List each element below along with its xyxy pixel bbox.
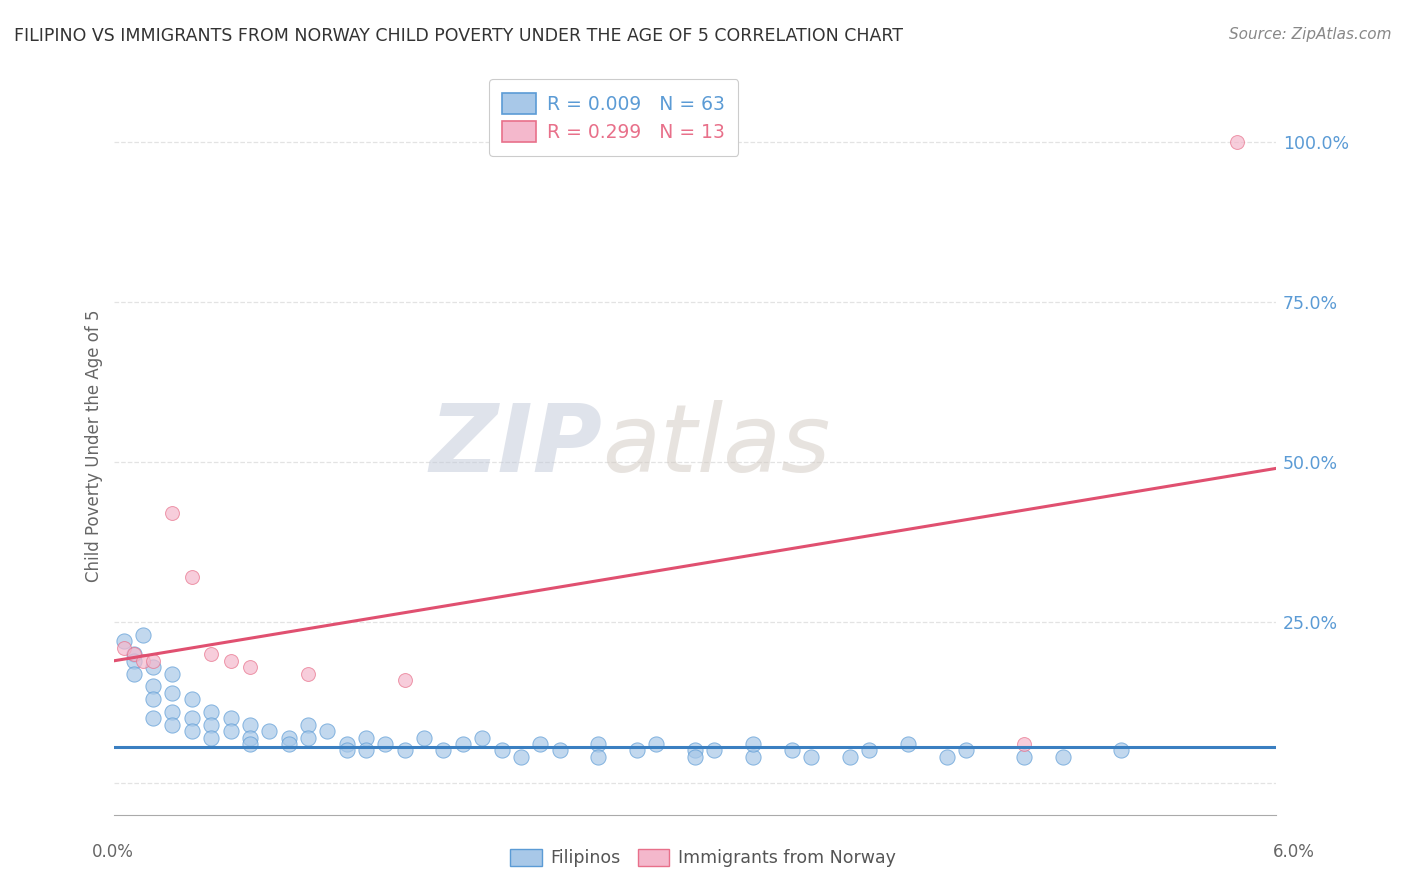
Point [316,724,339,739]
Point [277,731,299,745]
Point [451,737,474,751]
Text: 6.0%: 6.0% [1272,843,1315,861]
Point [297,718,319,732]
Point [219,654,242,668]
Text: ZIP: ZIP [429,400,602,492]
Point [394,743,416,757]
Point [142,660,165,674]
Point [162,686,184,700]
Point [432,743,454,757]
Point [413,731,436,745]
Point [259,724,281,739]
Text: Source: ZipAtlas.com: Source: ZipAtlas.com [1229,27,1392,42]
Y-axis label: Child Poverty Under the Age of 5: Child Poverty Under the Age of 5 [86,310,103,582]
Point [162,718,184,732]
Point [180,724,202,739]
Point [200,718,222,732]
Point [200,705,222,719]
Point [122,648,145,662]
Point [683,750,706,764]
Point [162,666,184,681]
Point [588,737,610,751]
Point [354,731,377,745]
Point [780,743,803,757]
Point [180,692,202,706]
Point [703,743,725,757]
Point [200,648,222,662]
Point [935,750,957,764]
Point [491,743,513,757]
Point [297,731,319,745]
Text: 0.0%: 0.0% [91,843,134,861]
Point [683,743,706,757]
Point [112,634,135,648]
Point [742,750,765,764]
Point [471,731,494,745]
Point [219,711,242,725]
Point [1226,135,1249,149]
Point [1012,737,1035,751]
Point [1052,750,1074,764]
Point [180,711,202,725]
Point [200,731,222,745]
Point [132,628,155,642]
Point [1012,750,1035,764]
Point [394,673,416,687]
Point [122,654,145,668]
Point [239,731,262,745]
Point [529,737,551,751]
Text: FILIPINO VS IMMIGRANTS FROM NORWAY CHILD POVERTY UNDER THE AGE OF 5 CORRELATION : FILIPINO VS IMMIGRANTS FROM NORWAY CHILD… [14,27,903,45]
Point [122,666,145,681]
Point [548,743,571,757]
Point [336,743,359,757]
Point [336,737,359,751]
Point [142,692,165,706]
Point [162,705,184,719]
Legend: R = 0.009   N = 63, R = 0.299   N = 13: R = 0.009 N = 63, R = 0.299 N = 13 [489,79,738,155]
Point [142,654,165,668]
Point [180,570,202,584]
Point [122,648,145,662]
Point [800,750,823,764]
Point [142,711,165,725]
Point [354,743,377,757]
Point [112,640,135,655]
Point [239,737,262,751]
Legend: Filipinos, Immigrants from Norway: Filipinos, Immigrants from Norway [503,842,903,874]
Point [588,750,610,764]
Point [239,660,262,674]
Point [626,743,648,757]
Point [858,743,880,757]
Point [838,750,860,764]
Point [142,679,165,693]
Point [742,737,765,751]
Point [897,737,920,751]
Text: atlas: atlas [602,401,831,491]
Point [955,743,977,757]
Point [132,654,155,668]
Point [1109,743,1132,757]
Point [297,666,319,681]
Point [645,737,668,751]
Point [277,737,299,751]
Point [374,737,396,751]
Point [509,750,531,764]
Point [162,506,184,520]
Point [239,718,262,732]
Point [219,724,242,739]
